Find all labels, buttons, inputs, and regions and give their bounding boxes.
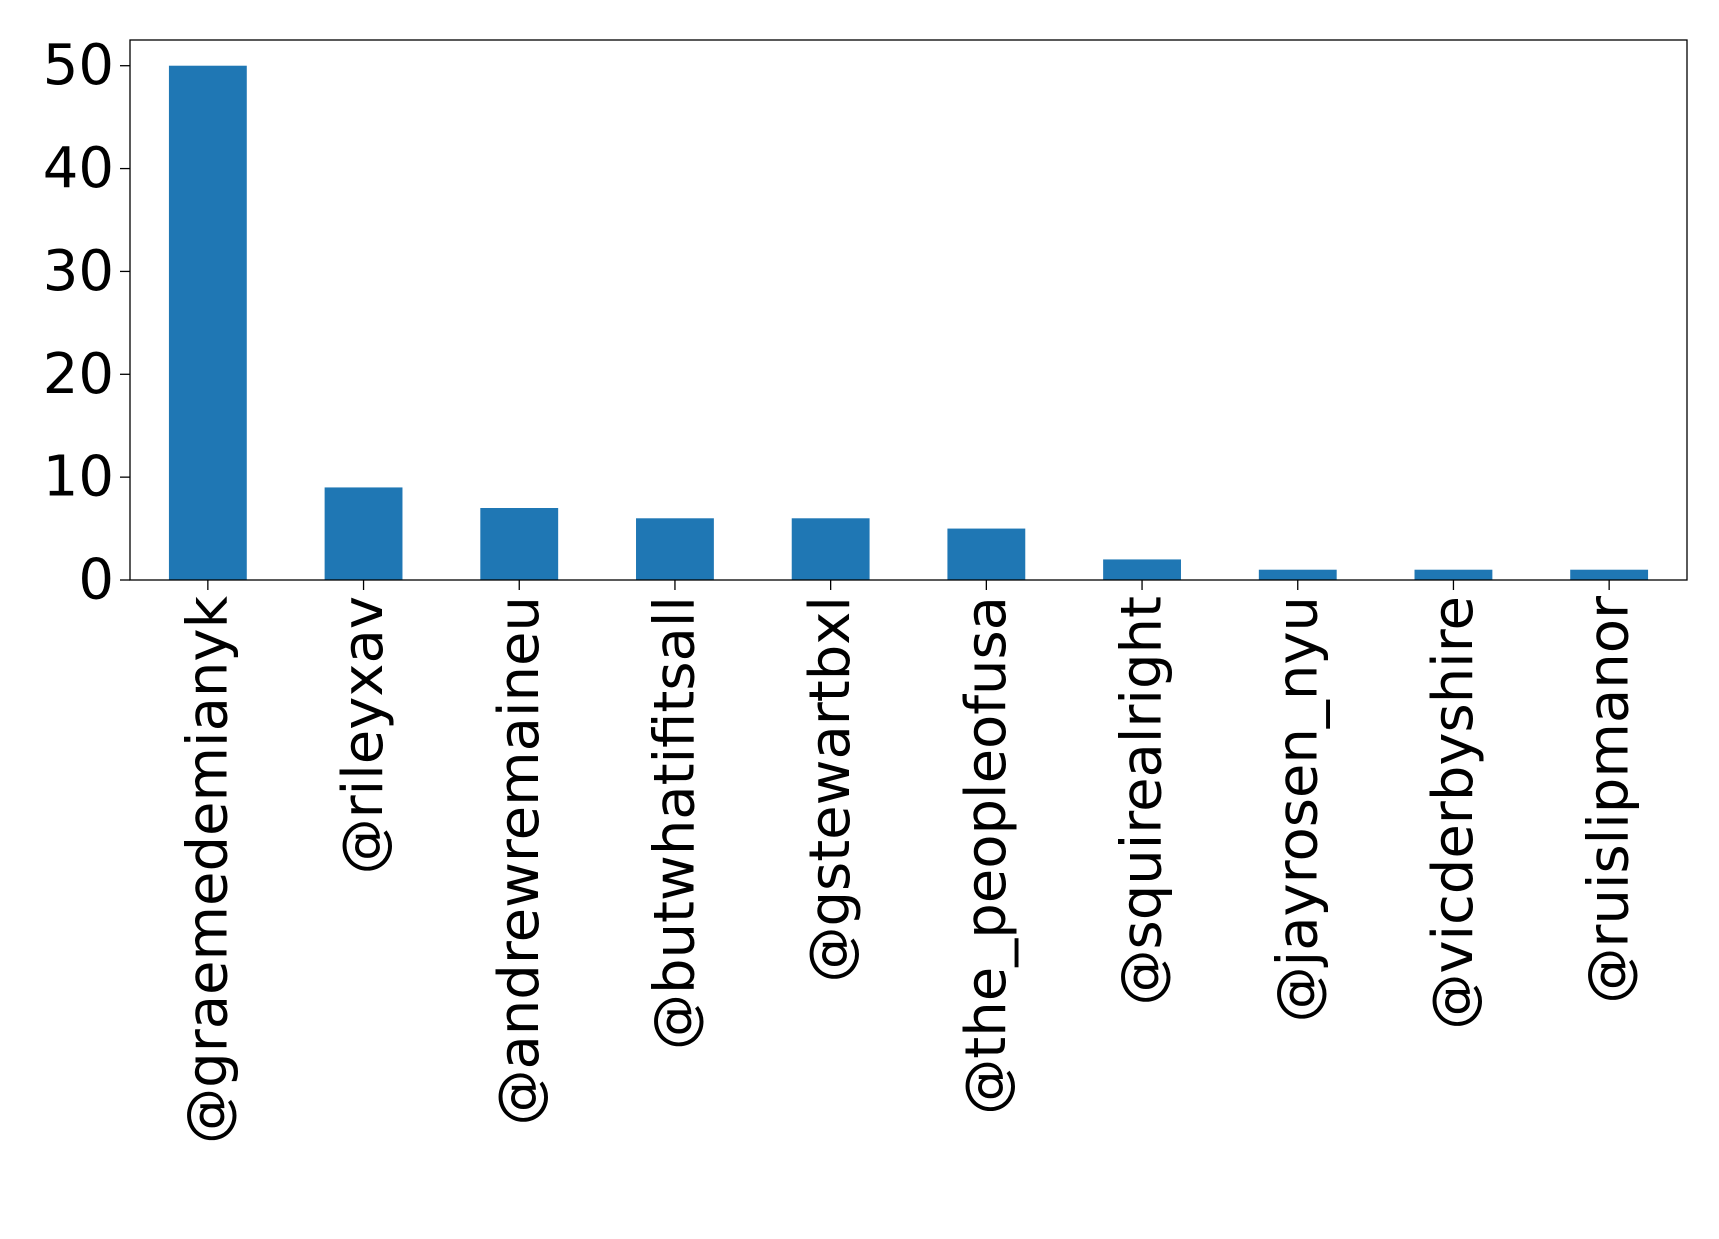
bar-the_peopleofusa xyxy=(947,528,1026,580)
y-tick-label: 50 xyxy=(43,33,114,98)
bar-andrewremaineu xyxy=(480,508,559,580)
x-tick-label: @gstewartbxl xyxy=(798,596,863,982)
x-tick-label: @andrewremaineu xyxy=(487,596,552,1126)
y-tick-label: 40 xyxy=(43,136,114,201)
bar-rileyxav xyxy=(324,487,403,580)
x-tick-label: @the_peopleofusa xyxy=(954,596,1019,1115)
x-tick-label: @ruislipmanor xyxy=(1577,595,1642,1004)
x-tick-label: @butwhatifitsall xyxy=(642,596,707,1050)
x-axis: @graemedemianyk @rileyxav @andrewremaineu @… xyxy=(175,580,1642,1144)
bar-graemedemianyk xyxy=(168,65,247,580)
x-tick-label: @graemedemianyk xyxy=(175,595,240,1143)
bar-squirealright xyxy=(1103,559,1181,580)
y-axis: 0 10 20 30 40 50 xyxy=(43,33,130,613)
bar-jayrosen_nyu xyxy=(1258,569,1337,580)
bar-group xyxy=(168,65,1649,580)
x-tick-label: @squirealright xyxy=(1110,596,1175,1005)
bar-butwhatifitsall xyxy=(636,518,714,580)
x-tick-label: @rileyxav xyxy=(331,596,396,874)
plot-frame xyxy=(129,39,1688,581)
x-tick-label: @jayrosen_nyu xyxy=(1265,596,1330,1022)
y-tick-label: 20 xyxy=(43,342,114,407)
y-tick-label: 10 xyxy=(43,445,114,510)
y-tick-label: 30 xyxy=(43,239,114,304)
bar-ruislipmanor xyxy=(1570,569,1649,580)
bar-gstewartbxl xyxy=(791,518,870,580)
y-tick-label: 0 xyxy=(78,548,114,613)
x-tick-label: @vicderbyshire xyxy=(1421,596,1486,1030)
bar-vicderbyshire xyxy=(1414,569,1493,580)
